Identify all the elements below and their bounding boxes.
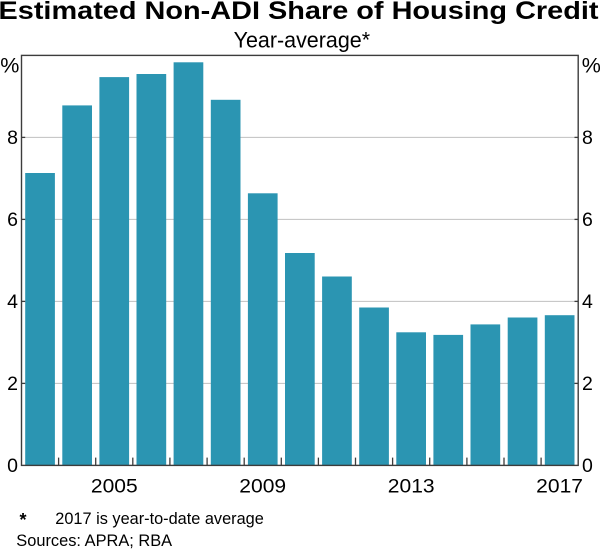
svg-text:0: 0 (582, 455, 593, 477)
svg-text:4: 4 (7, 291, 18, 313)
svg-text:*: * (20, 510, 27, 530)
svg-text:2017 is year-to-date average: 2017 is year-to-date average (55, 509, 263, 528)
svg-text:2005: 2005 (91, 476, 138, 498)
svg-text:6: 6 (582, 209, 593, 231)
svg-text:2009: 2009 (239, 476, 286, 498)
svg-text:8: 8 (7, 127, 18, 149)
svg-text:%: % (582, 53, 600, 77)
svg-text:2: 2 (7, 373, 18, 395)
svg-text:8: 8 (582, 127, 593, 149)
svg-text:2: 2 (582, 373, 593, 395)
svg-text:6: 6 (7, 209, 18, 231)
svg-text:Sources: APRA; RBA: Sources: APRA; RBA (16, 531, 173, 550)
svg-text:2013: 2013 (388, 476, 435, 498)
svg-text:Year-average*: Year-average* (234, 27, 371, 52)
svg-text:0: 0 (7, 455, 18, 477)
svg-text:%: % (0, 53, 19, 77)
svg-text:Estimated Non-ADI Share of Hou: Estimated Non-ADI Share of Housing Credi… (0, 0, 599, 25)
svg-text:2017: 2017 (536, 476, 583, 498)
svg-text:4: 4 (582, 291, 593, 313)
